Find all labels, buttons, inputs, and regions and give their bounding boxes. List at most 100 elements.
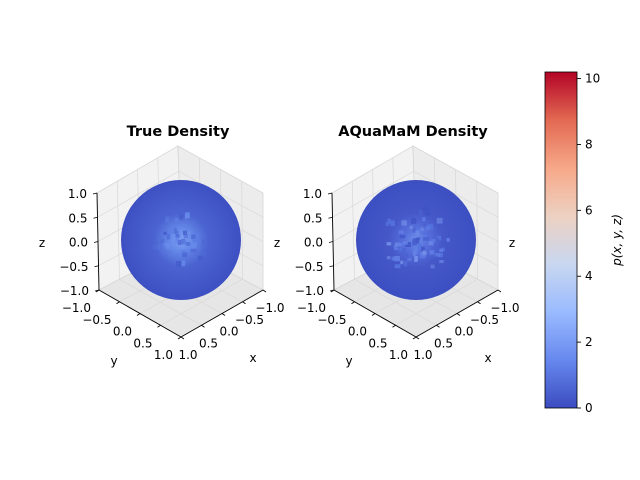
density-patch — [430, 264, 435, 269]
chart-title: True Density — [127, 124, 230, 140]
x-tick-label: 0.5 — [199, 336, 218, 350]
z-tick-label: −0.5 — [294, 260, 323, 274]
z-tick-label: 1.0 — [68, 187, 87, 201]
density-patch — [441, 247, 446, 251]
density-patch — [398, 247, 403, 252]
density-patch — [434, 252, 440, 257]
density-patch — [430, 239, 436, 243]
density-patch — [187, 231, 191, 235]
density-patch — [434, 232, 439, 238]
x-tick-label: −0.5 — [470, 313, 499, 327]
density-patch — [422, 236, 429, 241]
density-patch — [182, 252, 188, 258]
density-patch — [165, 216, 170, 222]
subplot-true-density: True Density −1.0−0.50.00.51.0 −1.0−0.50… — [39, 124, 285, 368]
y-tick-mark — [351, 301, 355, 305]
density-patch — [409, 225, 413, 230]
x-tick-mark — [497, 289, 502, 293]
density-patch — [421, 246, 425, 252]
x-tick-labels: −1.0−0.50.00.51.0 — [413, 289, 520, 362]
colorbar: 0 2 4 6 8 10 p(x, y, z) — [544, 72, 624, 415]
density-patch — [166, 234, 171, 240]
density-patch — [160, 239, 164, 243]
z-tick-label: 0.5 — [68, 211, 87, 225]
grid-line — [476, 181, 478, 280]
density-patch — [152, 245, 159, 250]
density-patch — [398, 230, 404, 234]
y-tick-label: 0.0 — [113, 325, 132, 339]
colorbar-ticks: 0 2 4 6 8 10 — [577, 72, 600, 415]
density-patch — [175, 230, 179, 236]
density-patch — [390, 241, 395, 247]
z-tick-mark — [94, 289, 100, 292]
density-patch — [399, 234, 406, 239]
density-patch — [401, 220, 407, 226]
z-tick-label: 0.5 — [303, 211, 322, 225]
x-tick-label: −0.5 — [235, 313, 264, 327]
x-tick-label: 0.0 — [454, 325, 473, 339]
density-patch — [182, 240, 187, 244]
density-patch — [400, 260, 404, 265]
z-tick-mark — [329, 265, 334, 268]
colorbar-tick-label: 4 — [585, 269, 593, 283]
chart-title: AQuaMaM Density — [338, 124, 488, 140]
x-tick-label: 0.5 — [434, 336, 453, 350]
density-patch — [422, 206, 429, 212]
y-axis-label: y — [110, 354, 117, 368]
density-patches — [152, 212, 207, 267]
y-tick-label: −1.0 — [297, 301, 326, 315]
y-tick-label: −0.5 — [317, 313, 346, 327]
z-tick-mark — [94, 265, 99, 268]
z-tick-labels: 1.0 0.5 0.0 −0.5 −1.0 — [59, 187, 100, 298]
z-tick-mark — [328, 216, 333, 219]
density-patch — [179, 214, 184, 219]
density-patch — [394, 256, 400, 262]
density-patch — [394, 264, 401, 269]
grid-line — [160, 278, 243, 326]
density-patch — [173, 227, 178, 234]
density-patch — [422, 217, 426, 222]
density-patch — [167, 229, 173, 235]
density-patch — [163, 231, 167, 235]
density-patch — [439, 248, 444, 252]
density-patch — [418, 209, 423, 216]
x-tick-mark — [242, 301, 246, 305]
x-tick-label: 1.0 — [178, 348, 197, 362]
density-patch — [183, 230, 187, 235]
density-patch — [425, 212, 431, 216]
density-patch — [202, 250, 206, 257]
y-tick-mark — [177, 336, 182, 340]
density-patch — [196, 233, 200, 238]
density-patch — [180, 249, 186, 254]
density-patch — [414, 256, 418, 262]
x-axis-label: x — [249, 351, 256, 365]
x-tick-mark — [436, 324, 440, 328]
y-tick-labels: −1.0−0.50.00.51.0 — [297, 289, 417, 362]
density-patch — [419, 252, 426, 259]
density-patch — [439, 260, 444, 264]
density-patch — [412, 227, 416, 233]
density-patch — [386, 242, 392, 246]
y-tick-label: 0.5 — [133, 336, 152, 350]
density-patch — [417, 227, 421, 233]
x-tick-mark — [415, 336, 420, 340]
z-tick-mark — [93, 241, 99, 243]
z-tick-label: 0.0 — [304, 236, 323, 250]
density-patch — [415, 230, 420, 236]
z-axis-label-right: z — [509, 236, 515, 250]
z-tick-label: −0.5 — [59, 260, 88, 274]
density-patch — [401, 248, 406, 253]
density-patch — [434, 246, 438, 253]
density-patch — [191, 234, 196, 239]
density-patch — [403, 260, 408, 267]
density-patch — [183, 234, 188, 239]
y-tick-mark — [157, 324, 161, 328]
density-patch — [185, 242, 191, 246]
y-tick-mark — [371, 313, 376, 316]
y-tick-mark — [116, 301, 120, 305]
colorbar-tick-label: 2 — [585, 335, 593, 349]
density-patch — [436, 217, 443, 224]
density-patch — [437, 252, 443, 258]
density-patch — [418, 243, 422, 249]
